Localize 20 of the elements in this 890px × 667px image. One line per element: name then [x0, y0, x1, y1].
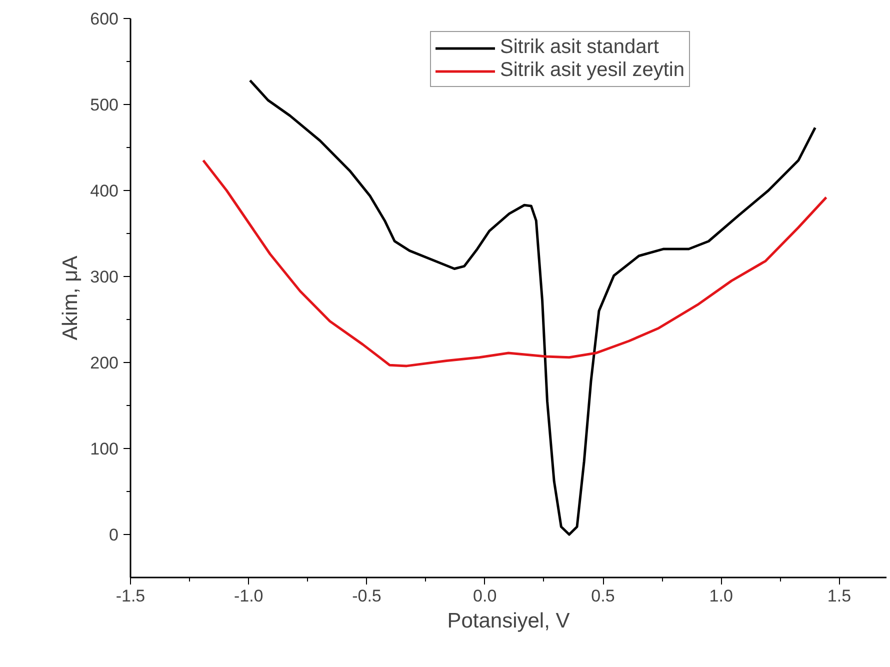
y-tick-label: 600 — [90, 10, 119, 28]
x-tick-label: 0.0 — [473, 586, 497, 606]
x-tick-label: -0.5 — [352, 586, 382, 606]
legend-label: Sitrik asit standart — [500, 36, 659, 59]
x-tick-label: 1.0 — [709, 586, 733, 606]
y-tick-label: 0 — [109, 526, 119, 544]
y-tick-label: 200 — [90, 354, 119, 372]
x-tick-label: -1.5 — [116, 586, 146, 606]
y-tick-label: 300 — [90, 268, 119, 286]
y-axis-title: Akim, μA — [59, 256, 82, 340]
x-tick-label: 1.5 — [827, 586, 852, 606]
y-tick-label: 100 — [90, 440, 119, 458]
x-tick-label: 0.5 — [591, 586, 615, 606]
y-tick-label: 400 — [90, 182, 119, 200]
y-tick-label: 500 — [90, 96, 119, 114]
legend-label: Sitrik asit yesil zeytin — [500, 59, 684, 82]
x-axis-title: Potansiyel, V — [447, 610, 570, 632]
line-series — [248, 79, 816, 536]
x-tick-label: -1.0 — [234, 586, 264, 606]
line-series — [202, 159, 828, 368]
